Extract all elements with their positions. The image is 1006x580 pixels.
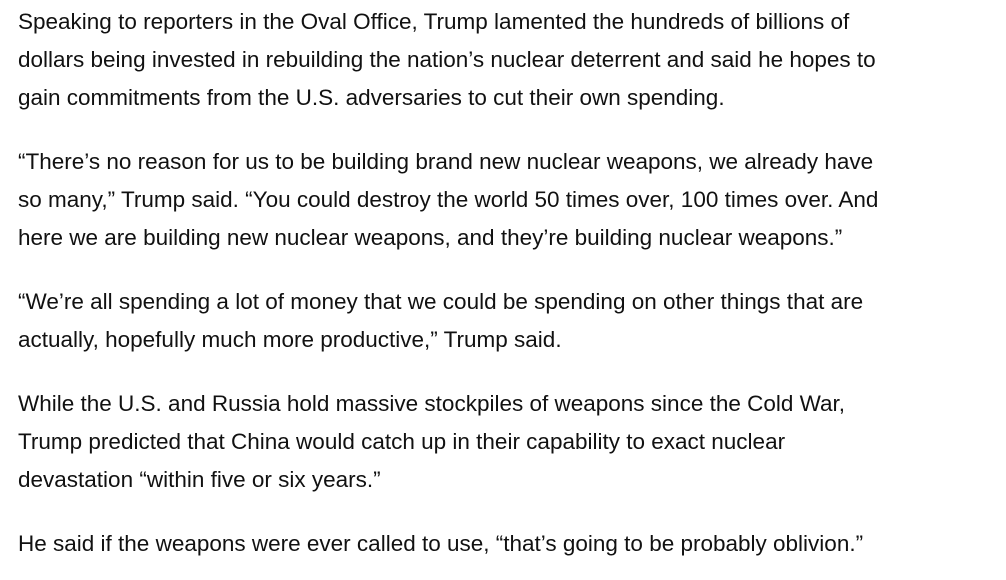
text-line: devastation “within five or six years.” [18,467,381,492]
text-line: “We’re all spending a lot of money that … [18,289,864,314]
article: Speaking to reporters in the Oval Office… [18,3,1006,563]
text-line: here we are building new nuclear weapons… [18,225,843,250]
paragraph: “There’s no reason for us to be building… [18,143,1006,257]
text-line: Speaking to reporters in the Oval Office… [18,9,850,34]
text-line: “There’s no reason for us to be building… [18,149,874,174]
text-line: so many,” Trump said. “You could destroy… [18,187,879,212]
paragraph: He said if the weapons were ever called … [18,525,1006,563]
paragraph: While the U.S. and Russia hold massive s… [18,385,1006,499]
text-line: Trump predicted that China would catch u… [18,429,786,454]
text-line: actually, hopefully much more productive… [18,327,562,352]
paragraph: “We’re all spending a lot of money that … [18,283,1006,359]
text-line: While the U.S. and Russia hold massive s… [18,391,846,416]
paragraph: Speaking to reporters in the Oval Office… [18,3,1006,117]
text-line: He said if the weapons were ever called … [18,531,864,556]
text-line: gain commitments from the U.S. adversari… [18,85,725,110]
text-line: dollars being invested in rebuilding the… [18,47,876,72]
